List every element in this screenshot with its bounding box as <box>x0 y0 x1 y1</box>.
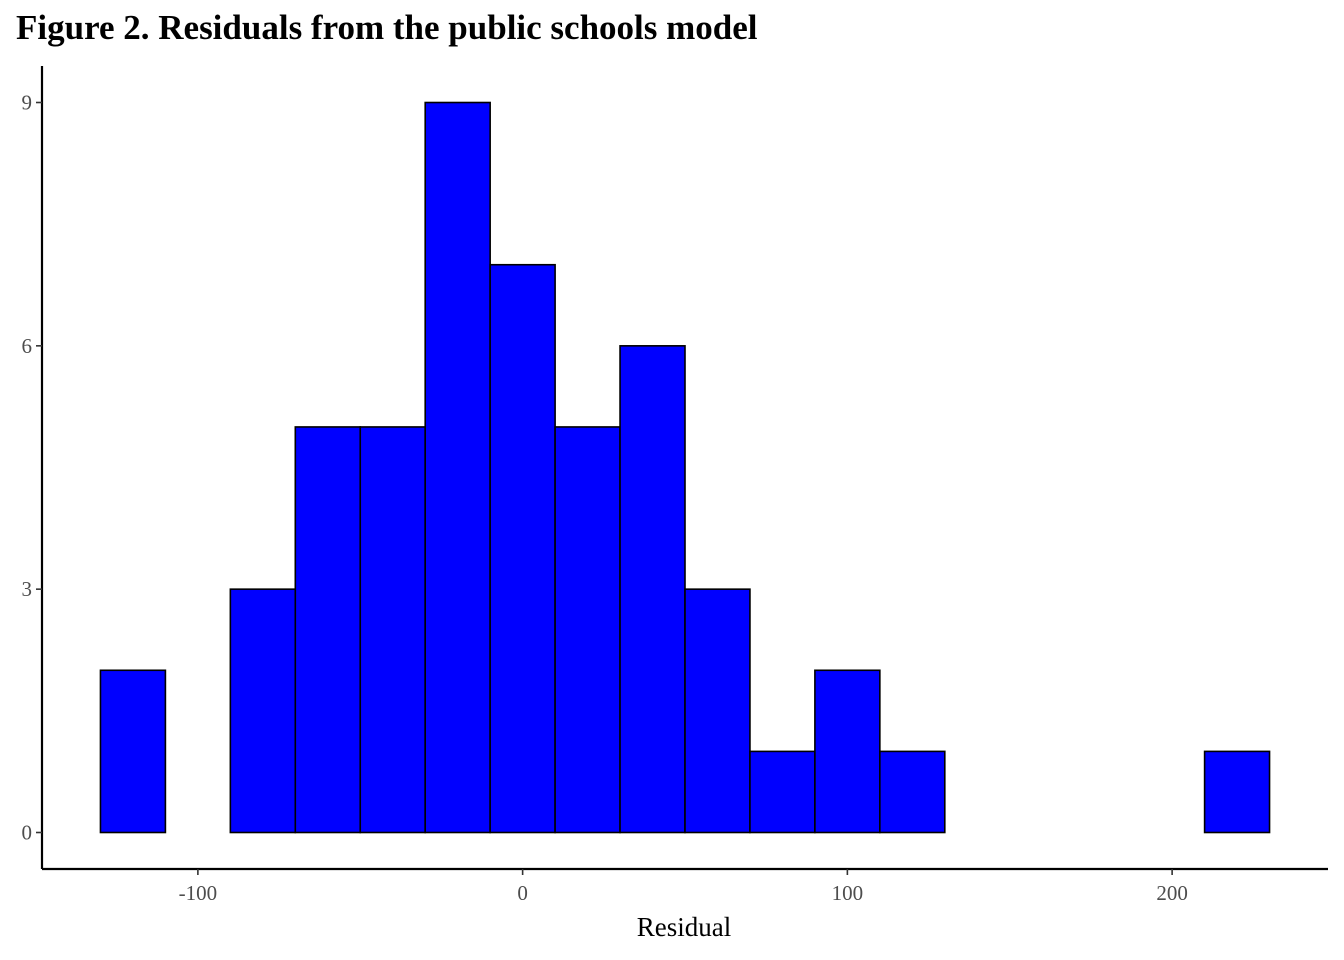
histogram-bar <box>489 263 556 834</box>
histogram-bar <box>749 750 816 834</box>
histogram-bar <box>814 669 881 834</box>
y-tick-label: 3 <box>22 577 33 601</box>
histogram-bar <box>554 426 621 834</box>
histogram-bar <box>229 588 297 834</box>
bars-layer <box>99 101 1271 834</box>
histogram-bar <box>619 345 686 834</box>
axes-layer <box>40 66 1328 871</box>
histogram-bar <box>294 426 362 834</box>
x-tick-label: 200 <box>1156 881 1188 905</box>
histogram-bar <box>99 669 167 834</box>
y-tick-label: 9 <box>22 91 33 115</box>
histogram-bar <box>879 750 946 834</box>
x-tick-label: -100 <box>179 881 218 905</box>
x-tick-label: 0 <box>517 881 528 905</box>
y-tick-label: 6 <box>22 334 33 358</box>
x-axis-title: Residual <box>637 912 732 942</box>
x-ticks: -100 0 100 200 <box>179 869 1188 905</box>
y-ticks: 0 3 6 9 <box>22 91 42 845</box>
histogram-bar <box>684 588 751 834</box>
histogram-bar <box>1203 750 1271 834</box>
histogram-bar <box>359 426 427 834</box>
x-tick-label: 100 <box>832 881 864 905</box>
y-tick-label: 0 <box>22 821 33 845</box>
histogram-bar <box>424 101 491 834</box>
figure-title: Figure 2. Residuals from the public scho… <box>16 8 758 47</box>
